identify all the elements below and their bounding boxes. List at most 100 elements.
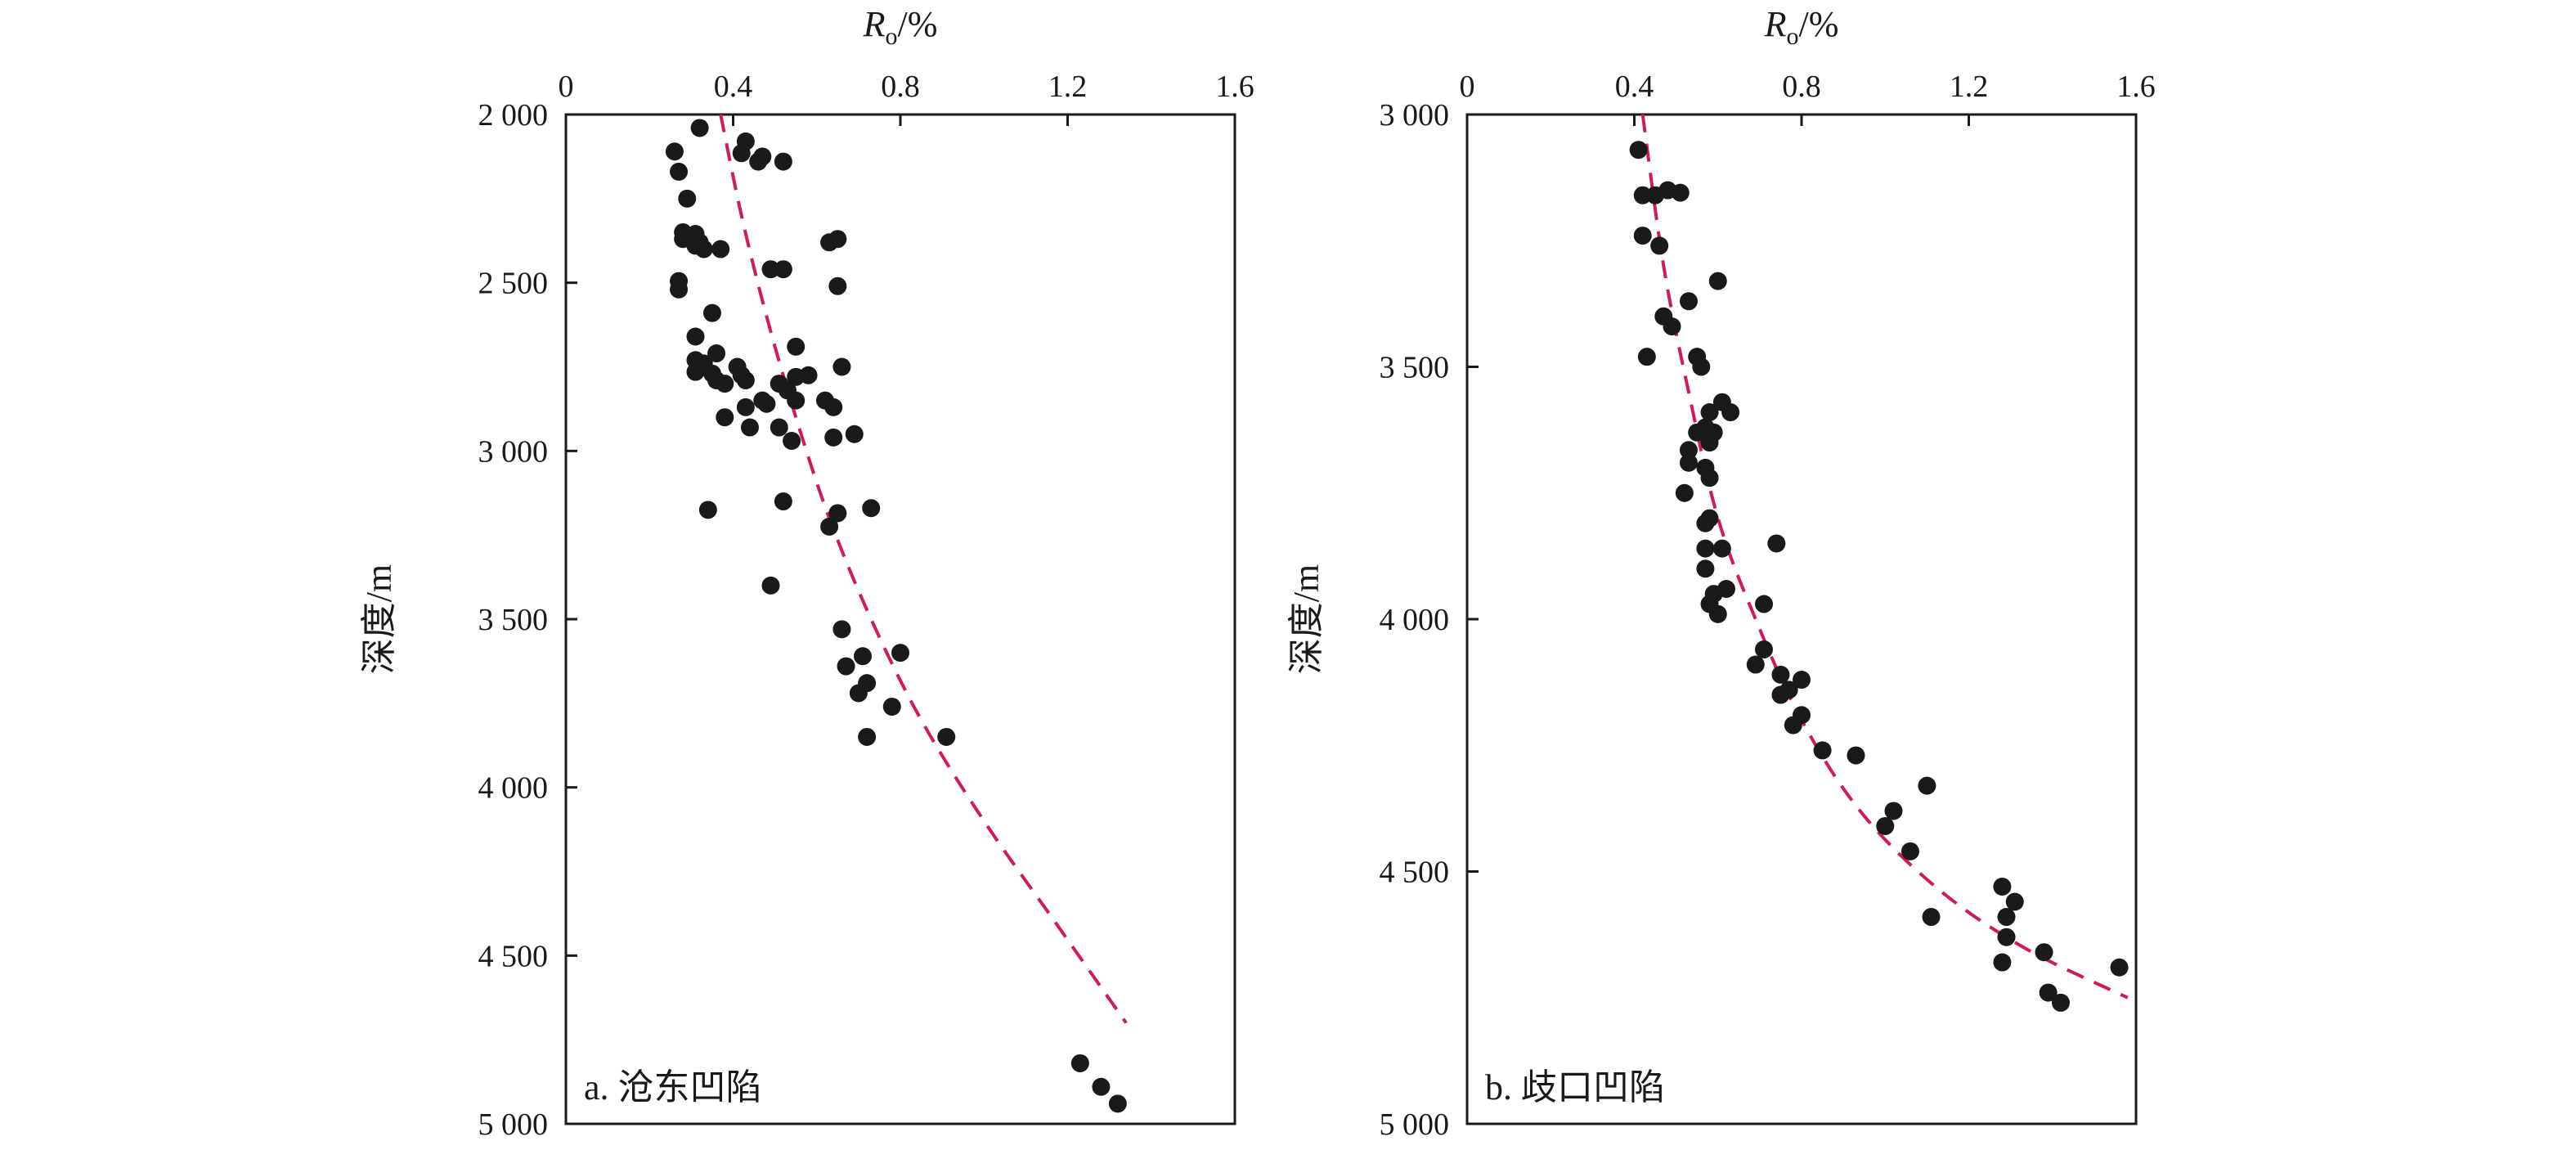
panel-a-y-tick-label: 3 500 (478, 603, 549, 637)
panel-a-x-tick-label: 0 (559, 70, 574, 104)
panel-b-x-tick-label: 0.4 (1615, 70, 1654, 104)
panel-b-data-point (2110, 958, 2129, 977)
panel-b-data-point (1629, 141, 1648, 159)
panel-b-data-point (1813, 741, 1832, 760)
panel-a-data-point (862, 499, 881, 518)
panel-a-data-point (678, 189, 697, 208)
panel-b-data-point (1876, 816, 1895, 835)
panel-a-data-point (736, 371, 755, 389)
panel-b-data-point (2051, 993, 2070, 1012)
panel-a-data-point (670, 162, 689, 181)
panel-a-data-point (837, 657, 855, 676)
panel-b-data-point (1696, 514, 1715, 532)
panel-b-data-point (1918, 776, 1936, 795)
panel-b-data-point (1633, 227, 1652, 245)
panel-a-data-point (774, 152, 792, 171)
panel-b-data-point (1997, 908, 2016, 927)
panel-b-data-point (2039, 983, 2058, 1002)
panel-a-trend-curve (719, 114, 1128, 1024)
panel-a-data-point (736, 398, 755, 416)
panel-b-data-point (1754, 640, 1773, 659)
panel-b-x-tick-label: 1.2 (1950, 70, 1989, 104)
panel-a-data-point (694, 240, 713, 258)
panel-b-data-point (1700, 433, 1719, 452)
panel-a-data-point (787, 337, 806, 356)
panel-b-data-point (1700, 403, 1719, 422)
panel-a-data-point (832, 620, 851, 639)
panel-a-data-point (1108, 1094, 1127, 1113)
panel-b-chart: 0 0.4 0.8 1.2 1.6 3 000 3 500 4 000 4 500 5 000 Ro… (1286, 4, 2156, 1142)
panel-b-y-tick-label: 4 000 (1380, 603, 1450, 637)
panel-a-data-point (716, 375, 734, 393)
panel-a-data-point (783, 431, 801, 450)
panel-a-data-point (732, 144, 751, 163)
panel-a-data-point (707, 344, 726, 363)
panel-b-data-point (1700, 469, 1719, 487)
panel-a-data-point (787, 367, 806, 386)
panel-b-data-point (1679, 441, 1698, 460)
panel-b-data-point (1779, 681, 1798, 699)
panel-a-x-axis-title: Ro/% (863, 4, 938, 50)
panel-a-data-point (820, 517, 839, 536)
panel-b-data-point (1646, 186, 1665, 204)
panel-b-data-point (1708, 604, 1727, 623)
panel-b-data-point (1793, 671, 1811, 690)
panel-b-data-point (1679, 453, 1698, 472)
panel-a-label: a. 沧东凹陷 (584, 1067, 762, 1107)
panel-a-y-tick-label: 2 500 (478, 267, 549, 301)
panel-a-data-point (761, 576, 780, 595)
panel-a-data-point (761, 260, 780, 279)
panel-a-plot-frame (564, 113, 1236, 1125)
panel-a-y-tick-label: 4 000 (478, 771, 549, 806)
panel-a-y-tick-label: 5 000 (478, 1107, 549, 1142)
panel-a-data-point (757, 394, 776, 413)
panel-a-data-point (824, 428, 843, 447)
panel-a-data-point (858, 727, 877, 746)
panel-a-data-point (702, 303, 721, 322)
panel-a-data-point (711, 240, 730, 258)
panel-b-data-point (1696, 559, 1715, 578)
panel-b-data-point (2005, 892, 2024, 911)
panel-b-data-point (1688, 423, 1707, 442)
panel-b-trend-curve (1640, 114, 2129, 1000)
panel-a-data-point (845, 425, 864, 443)
panel-a-y-axis-title: 深度/m (359, 564, 399, 674)
panel-b-data-point (1708, 272, 1727, 290)
panel-a-data-point (665, 142, 684, 161)
panel-b-data-point (2035, 943, 2053, 962)
panel-a-data-point (937, 727, 956, 746)
panel-a-data-point (1070, 1053, 1089, 1072)
panel-a-data-point (828, 230, 847, 249)
panel-b-x-axis-title: Ro/% (1764, 4, 1839, 50)
panel-a-data-point (690, 119, 709, 137)
panel-b-x-tick-label: 1.6 (2116, 70, 2156, 104)
panel-a-data-point (882, 697, 901, 716)
panel-b-data-point (1767, 534, 1786, 553)
panel-a-data-point (828, 504, 847, 523)
panel-a-data-point (828, 276, 847, 295)
panel-b-data-point (1997, 928, 2016, 946)
panel-b-data-point (1901, 842, 1919, 860)
panel-b-data-point (1771, 665, 1790, 684)
panel-a-x-tick-label: 1.2 (1048, 70, 1088, 104)
panel-a-y-tick-label: 4 500 (478, 939, 549, 973)
panel-a-data-point (770, 418, 788, 437)
panel-a-data-point (749, 152, 768, 171)
panel-b-data-point (1633, 186, 1652, 204)
panel-b-data-point (1712, 539, 1731, 558)
panel-a-data-point (698, 501, 717, 519)
panel-a-x-tick-label: 1.6 (1215, 70, 1254, 104)
panel-b-y-tick-label: 3 000 (1380, 98, 1450, 133)
panel-b-y-tick-label: 4 500 (1380, 856, 1450, 890)
panel-a-data-point (740, 418, 759, 437)
panel-b-data-point (1746, 655, 1765, 674)
panel-b-label: b. 歧口凹陷 (1485, 1067, 1665, 1107)
panel-a-data-point (824, 398, 843, 416)
panel-b-data-point (1784, 716, 1802, 734)
panel-b-data-point (1675, 483, 1694, 502)
panel-a-data-point (686, 327, 705, 346)
panel-b-data-point (1721, 403, 1740, 422)
panel-b-plot-frame (1465, 113, 2138, 1125)
panel-b-data-point (1696, 539, 1715, 558)
panel-a-y-tick-label: 3 000 (478, 434, 549, 469)
